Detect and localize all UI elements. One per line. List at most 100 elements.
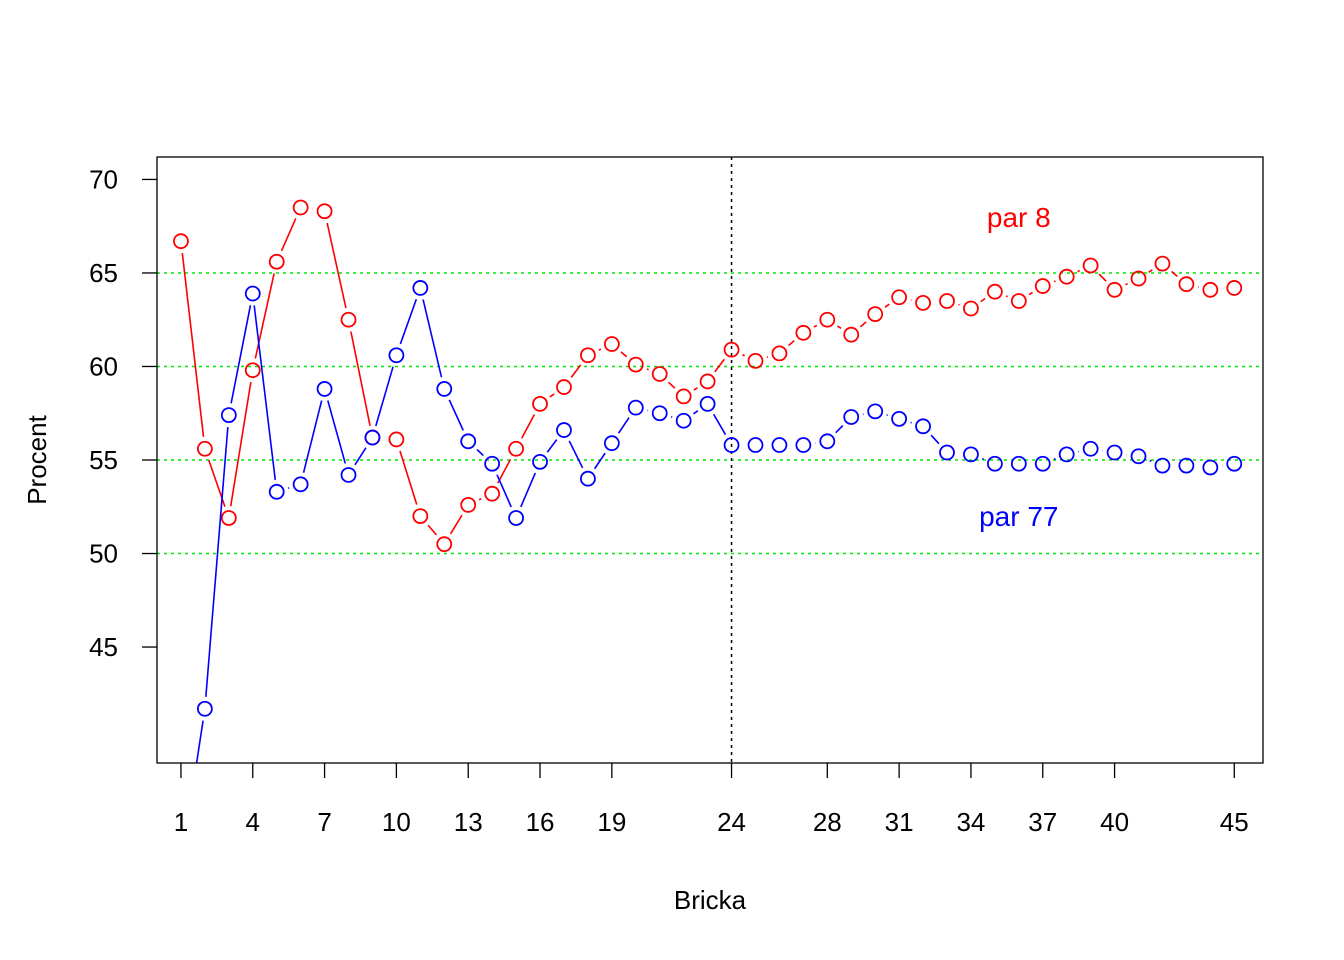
series-2-point-42 <box>1154 457 1171 474</box>
x-tick-label-13: 13 <box>454 807 483 837</box>
series-1-segment-10 <box>399 450 418 505</box>
x-tick-label-10: 10 <box>382 807 411 837</box>
series-1-point-4 <box>244 362 261 379</box>
series-2-segment-22 <box>693 410 699 415</box>
series-2-segment-16 <box>546 439 558 453</box>
series-2-point-3 <box>220 407 237 424</box>
series-1-segment-29 <box>859 321 867 328</box>
grid-layer <box>157 272 1263 555</box>
series-2-point-24 <box>723 437 740 453</box>
series-2-point-27 <box>795 437 812 453</box>
series-1-point-35 <box>986 283 1003 300</box>
series-1-segment-13 <box>478 498 482 501</box>
series-1-segment-38 <box>1077 269 1081 273</box>
series-2-segment-9 <box>375 366 394 427</box>
series-2-point-35 <box>986 455 1003 472</box>
series-2-point-26 <box>771 437 788 453</box>
series-1-point-16 <box>532 395 548 412</box>
series-1-segment-41 <box>1148 269 1153 273</box>
series-1-segment-15 <box>521 414 536 439</box>
series-1-point-17 <box>556 379 572 395</box>
series-1-segment-1 <box>181 252 205 437</box>
series-2-segment-12 <box>448 399 464 431</box>
series-1-segment-42 <box>1171 270 1178 277</box>
series-1-point-3 <box>220 510 237 526</box>
series-1-segment-7 <box>326 222 347 309</box>
series-1-point-24 <box>723 341 740 358</box>
series-2-segment-10 <box>399 298 418 345</box>
series-2-point-10 <box>388 347 405 364</box>
series-1-point-2 <box>196 440 213 457</box>
series-1-segment-17 <box>570 364 582 378</box>
x-tick-label-45: 45 <box>1220 807 1249 837</box>
series-1-segment-28 <box>837 325 842 330</box>
series-1-segment-18 <box>598 348 602 351</box>
series-1-point-43 <box>1178 276 1195 293</box>
series-1-segment-35 <box>1005 295 1008 298</box>
series-2-point-43 <box>1178 457 1195 474</box>
series-1-segment-14 <box>497 458 512 484</box>
series-1-segment-5 <box>280 218 297 252</box>
series-1-point-33 <box>939 293 955 309</box>
series-1-point-36 <box>1010 293 1027 309</box>
series-1-point-11 <box>412 508 429 525</box>
series-2-point-23 <box>699 395 716 412</box>
x-tick-label-40: 40 <box>1100 807 1129 837</box>
series-2-point-30 <box>867 403 884 420</box>
y-tick-label-65: 65 <box>89 258 118 288</box>
series-2-segment-18 <box>593 452 606 470</box>
x-tick-label-28: 28 <box>813 807 842 837</box>
series-1-point-23 <box>699 373 716 390</box>
series-1-point-19 <box>603 336 620 352</box>
x-tick-label-1: 1 <box>174 807 188 837</box>
series-2-segment-6 <box>302 400 323 473</box>
series-2-segment-14 <box>496 474 512 508</box>
series-2-segment-17 <box>568 440 584 469</box>
series-1 <box>173 199 1243 553</box>
y-tick-label-60: 60 <box>89 351 118 381</box>
series-2-segment-7 <box>327 400 347 464</box>
series-1-segment-40 <box>1125 282 1128 286</box>
x-tick-label-34: 34 <box>956 807 985 837</box>
series-1-segment-26 <box>788 340 795 347</box>
series-1-point-1 <box>173 233 189 250</box>
series-1-point-21 <box>651 366 668 382</box>
x-tick-label-37: 37 <box>1028 807 1057 837</box>
series-2-point-41 <box>1130 448 1147 465</box>
series-1-point-8 <box>340 311 357 328</box>
series-2-point-34 <box>963 446 979 463</box>
series-1-segment-36 <box>1028 291 1034 296</box>
series-1-segment-3 <box>229 381 252 507</box>
series-2-point-9 <box>364 429 381 446</box>
series-1-point-45 <box>1226 280 1243 296</box>
series-1-segment-34 <box>980 297 986 303</box>
series-2-point-22 <box>675 412 692 429</box>
series-1-segment-8 <box>350 331 371 426</box>
series-labels: par 8 par 77 <box>979 202 1058 532</box>
series-2-segment-13 <box>476 448 484 457</box>
series-2-point-12 <box>436 381 453 397</box>
series-1-point-26 <box>771 345 788 362</box>
series-2-point-8 <box>340 467 357 483</box>
series-label-1: par 8 <box>987 202 1051 233</box>
series-1-segment-23 <box>714 358 725 373</box>
series-1-point-32 <box>915 294 931 311</box>
series-2-point-6 <box>292 476 309 493</box>
series-1-segment-37 <box>1053 280 1056 283</box>
series-2-segment-28 <box>835 424 844 434</box>
series-1-segment-21 <box>667 381 676 389</box>
series-2-segment-8 <box>354 447 367 466</box>
x-tick-label-19: 19 <box>597 807 626 837</box>
series-2-segment-3 <box>230 305 252 404</box>
series-2-segment-34 <box>981 458 984 461</box>
series-1-point-7 <box>316 203 333 220</box>
x-tick-label-24: 24 <box>717 807 746 837</box>
series-2-point-20 <box>627 399 644 416</box>
series-1-point-6 <box>292 199 309 216</box>
series-2-segment-32 <box>930 434 940 445</box>
series-1-segment-4 <box>254 273 275 359</box>
y-tick-label-55: 55 <box>89 445 118 475</box>
series-1-segment-27 <box>813 324 818 328</box>
series-1-segment-22 <box>693 387 698 391</box>
